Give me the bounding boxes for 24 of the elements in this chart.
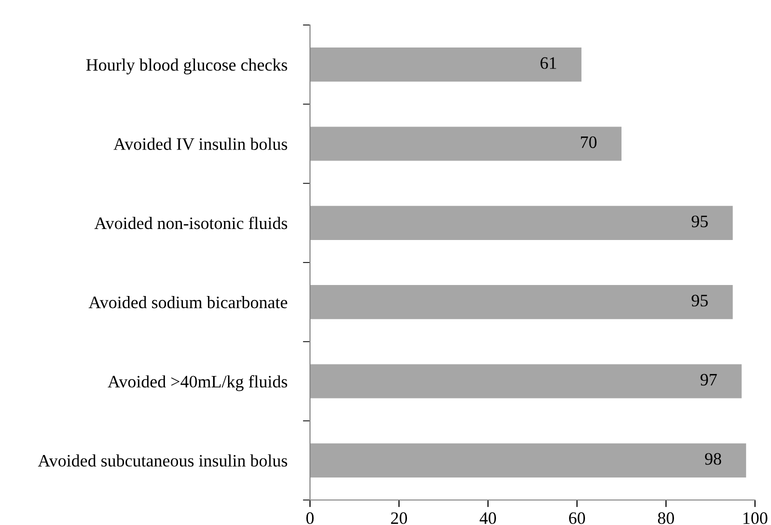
y-tick-label: Avoided >40mL/kg fluids xyxy=(108,375,288,392)
data-label: 70 xyxy=(580,136,597,148)
y-tick-label: Avoided IV insulin bolus xyxy=(114,138,288,150)
bar xyxy=(310,206,733,240)
data-label: 95 xyxy=(692,294,708,306)
y-tick-label: Avoided non-isotonic fluids xyxy=(94,216,288,230)
y-tick-label: Hourly blood glucose checks xyxy=(86,58,288,74)
bar xyxy=(310,443,746,478)
data-label: 95 xyxy=(692,216,708,228)
x-tick-label: 60 xyxy=(569,512,586,524)
x-tick-label: 100 xyxy=(744,512,768,524)
y-tick-label: Avoided sodium bicarbonate xyxy=(88,296,288,308)
data-label: 98 xyxy=(704,453,722,465)
data-label: 97 xyxy=(700,374,717,386)
x-tick-label: 20 xyxy=(391,512,408,524)
bar xyxy=(310,126,622,161)
bar xyxy=(310,48,582,82)
bar xyxy=(310,364,742,398)
x-tick-label: 40 xyxy=(480,512,496,524)
x-tick-label: 80 xyxy=(658,512,674,524)
x-tick-label: 0 xyxy=(306,512,314,524)
bar xyxy=(310,285,733,320)
data-label: 61 xyxy=(540,57,556,69)
y-tick-label: Avoided subcutaneous insulin bolus xyxy=(38,454,288,467)
